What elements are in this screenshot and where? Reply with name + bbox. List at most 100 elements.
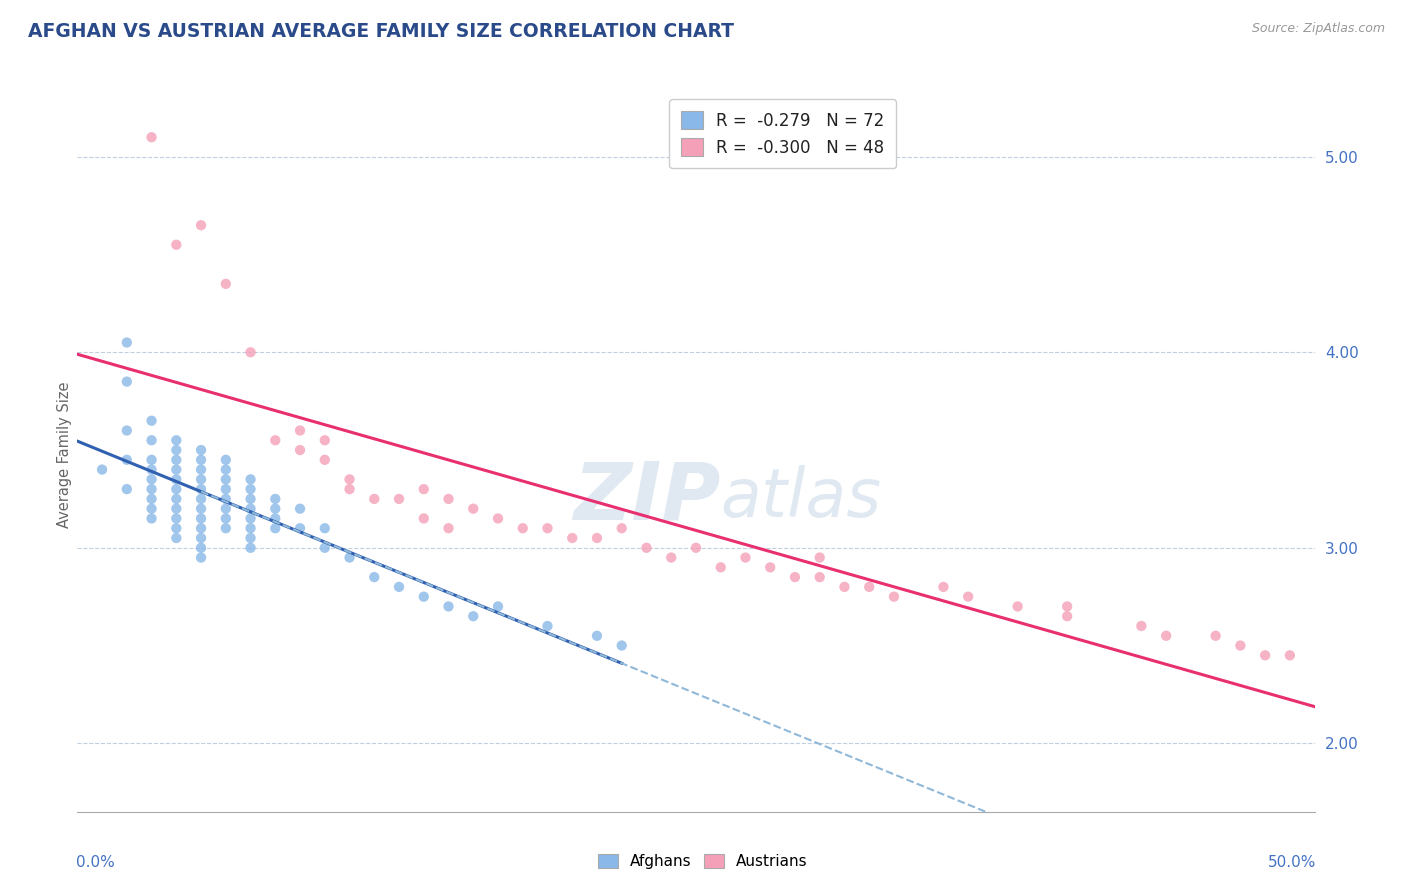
Text: ZIP: ZIP [574,458,721,537]
Point [165,472,187,486]
Point [388,580,411,594]
Point [141,414,163,428]
Point [239,531,262,545]
Point [808,550,831,565]
Point [165,521,187,535]
Point [239,482,262,496]
Point [165,452,187,467]
Text: Source: ZipAtlas.com: Source: ZipAtlas.com [1251,22,1385,36]
Point [486,511,509,525]
Point [215,491,238,506]
Point [1007,599,1029,614]
Point [858,580,880,594]
Point [759,560,782,574]
Point [586,629,609,643]
Point [1154,629,1177,643]
Point [190,521,212,535]
Point [388,491,411,506]
Point [314,452,336,467]
Point [165,511,187,525]
Point [659,550,682,565]
Point [190,472,212,486]
Point [141,501,163,516]
Point [288,521,311,535]
Point [412,590,434,604]
Point [486,599,509,614]
Point [1056,599,1078,614]
Point [190,531,212,545]
Point [463,501,485,516]
Point [239,541,262,555]
Legend: Afghans, Austrians: Afghans, Austrians [592,847,814,875]
Point [190,501,212,516]
Point [165,237,187,252]
Point [141,511,163,525]
Text: AFGHAN VS AUSTRIAN AVERAGE FAMILY SIZE CORRELATION CHART: AFGHAN VS AUSTRIAN AVERAGE FAMILY SIZE C… [28,22,734,41]
Point [957,590,980,604]
Y-axis label: Average Family Size: Average Family Size [56,382,72,528]
Point [215,277,238,291]
Point [165,531,187,545]
Point [190,443,212,458]
Text: 50.0%: 50.0% [1267,855,1316,870]
Point [339,550,361,565]
Point [141,130,163,145]
Point [215,521,238,535]
Point [115,335,138,350]
Point [141,434,163,448]
Point [264,434,287,448]
Point [141,462,163,476]
Point [834,580,856,594]
Point [141,452,163,467]
Point [314,434,336,448]
Point [239,345,262,359]
Point [536,619,558,633]
Point [610,639,633,653]
Point [783,570,806,584]
Point [190,218,212,232]
Point [115,375,138,389]
Point [141,482,163,496]
Text: 0.0%: 0.0% [76,855,115,870]
Point [437,491,460,506]
Point [165,462,187,476]
Point [264,511,287,525]
Point [215,462,238,476]
Point [190,482,212,496]
Point [314,521,336,535]
Point [363,570,385,584]
Point [363,491,385,506]
Text: atlas: atlas [721,465,882,531]
Point [1130,619,1153,633]
Point [165,491,187,506]
Point [190,541,212,555]
Point [215,452,238,467]
Point [734,550,756,565]
Point [165,482,187,496]
Point [239,511,262,525]
Point [412,511,434,525]
Point [264,491,287,506]
Point [165,434,187,448]
Point [288,424,311,438]
Point [512,521,534,535]
Point [190,462,212,476]
Point [141,472,163,486]
Point [239,491,262,506]
Point [339,472,361,486]
Point [239,501,262,516]
Point [685,541,707,555]
Point [215,472,238,486]
Point [463,609,485,624]
Point [264,501,287,516]
Point [239,472,262,486]
Point [215,482,238,496]
Point [115,424,138,438]
Point [536,521,558,535]
Point [215,511,238,525]
Point [1278,648,1301,663]
Point [412,482,434,496]
Point [636,541,658,555]
Point [1205,629,1227,643]
Point [115,452,138,467]
